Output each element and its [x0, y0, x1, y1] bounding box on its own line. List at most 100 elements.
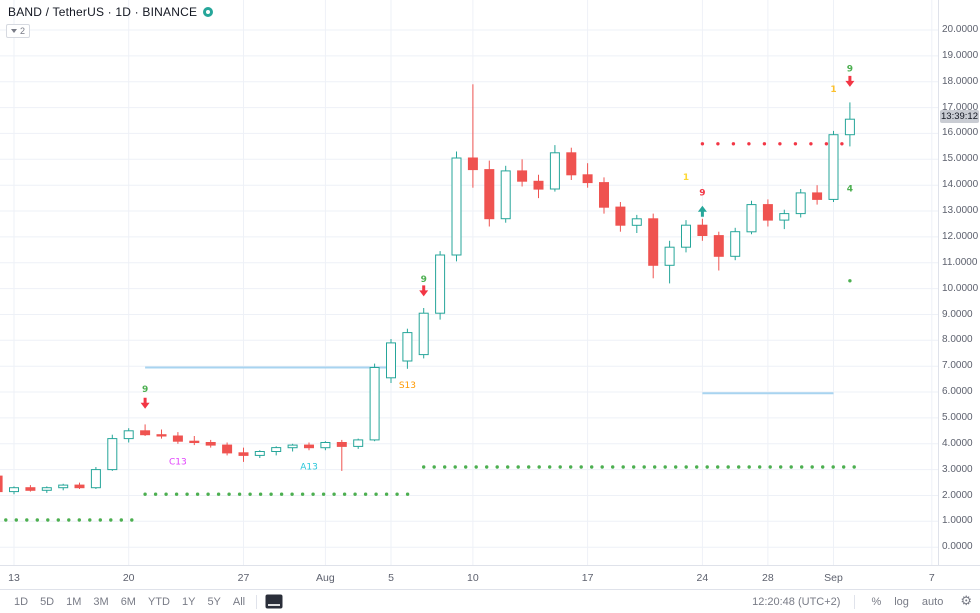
price-axis-label: 18.0000	[942, 75, 979, 87]
bottom-toolbar: 1D 5D 1M 3M 6M YTD 1Y 5Y All 12:20:48 (U…	[0, 589, 980, 613]
td-signal-dot	[621, 465, 625, 469]
candle-body	[74, 484, 85, 489]
range-button-1m[interactable]: 1M	[60, 595, 87, 609]
price-axis-label: 13.0000	[942, 205, 979, 216]
td-signal-dot	[35, 518, 39, 522]
td-signal-dot	[778, 142, 782, 146]
candle-body	[779, 213, 790, 221]
td-signal-dot	[842, 465, 846, 469]
td-signal-dot	[453, 465, 457, 469]
price-axis-label: 20.0000	[942, 24, 979, 35]
td-signal-dot	[443, 465, 447, 469]
td-signal-dot	[342, 492, 347, 496]
td-signal-dot	[684, 465, 688, 469]
td-sell-arrow-icon	[419, 285, 429, 297]
range-button-5y[interactable]: 5Y	[201, 595, 226, 609]
price-axis[interactable]: 13:39:12 20.0000 19.0000 18.0000 17.0000 16.…	[938, 0, 980, 565]
candle-body	[451, 157, 462, 256]
td-signal-dot	[363, 492, 368, 496]
percent-scale-button[interactable]: %	[871, 595, 882, 608]
range-button-1y[interactable]: 1Y	[176, 595, 201, 609]
price-axis-label: 9.0000	[942, 308, 973, 320]
td-signal-dot	[432, 465, 436, 469]
td-count-label: 9	[421, 275, 427, 285]
td-signal-dot	[848, 279, 852, 283]
td-signal-dot	[516, 465, 520, 469]
scale-controls-group: 12:20:48 (UTC+2) % log auto ⚙	[752, 594, 972, 609]
td-signal-dot	[762, 142, 767, 146]
candle-body	[9, 487, 19, 493]
candle-body	[762, 204, 773, 221]
candle-body	[123, 430, 134, 440]
candle-body	[41, 487, 52, 491]
range-button-6m[interactable]: 6M	[115, 595, 142, 609]
td-signal-dot	[831, 465, 835, 469]
candle-body	[304, 444, 314, 449]
td-signal-dot	[737, 465, 741, 469]
td-signal-dot	[800, 465, 804, 469]
clock[interactable]: 12:20:48 (UTC+2)	[752, 595, 841, 608]
auto-scale-button[interactable]: auto	[921, 595, 944, 608]
td-signal-dot	[46, 518, 50, 522]
candle-body	[664, 246, 675, 266]
settings-gear-icon[interactable]: ⚙	[960, 594, 972, 609]
time-axis-label: 5	[388, 572, 394, 584]
price-axis-label: 3.0000	[942, 463, 973, 475]
price-axis-label: 16.0000	[942, 127, 979, 139]
td-signal-dot	[611, 465, 615, 469]
chart-panel-icon[interactable]	[265, 594, 283, 609]
td-signal-dot	[758, 465, 762, 469]
candle-body	[795, 192, 806, 215]
td-signal-dot	[227, 492, 231, 496]
time-axis[interactable]: 13 20 27 Aug 5 10 17 24 28 Sep 7	[0, 565, 980, 589]
candle-body	[336, 442, 347, 447]
td-signal-dot	[485, 465, 489, 469]
candle-body	[320, 442, 331, 449]
candle-body	[189, 440, 200, 444]
candle-body	[0, 475, 3, 493]
td-signal-dot	[642, 465, 646, 469]
price-axis-label: 19.0000	[942, 49, 979, 61]
indicators-collapse-chip[interactable]: 2	[6, 24, 31, 38]
candle-body	[90, 469, 101, 489]
td-signal-dot	[195, 492, 200, 496]
td-signal-dot	[174, 492, 179, 496]
candle-body	[58, 484, 69, 489]
price-axis-label: 8.0000	[942, 334, 973, 346]
candle-body	[828, 134, 839, 200]
price-axis-label: 7.0000	[942, 360, 973, 372]
market-status-icon[interactable]	[203, 7, 214, 17]
indicators-count: 2	[20, 26, 26, 36]
td-signal-dot	[56, 518, 60, 522]
td-signal-dot	[321, 492, 326, 496]
td-signal-dot	[558, 465, 562, 469]
td-signal-dot	[164, 492, 168, 496]
candle-body	[582, 174, 593, 184]
td-signal-dot	[130, 518, 134, 522]
chart-plot-area[interactable]: 9 C13 A13 S13 9 1 9 1 9 4 BAND / TetherUS · 1D · …	[0, 0, 938, 565]
td-signal-dot	[506, 465, 510, 469]
td-signal-dot	[809, 142, 813, 146]
log-scale-button[interactable]: log	[894, 595, 909, 608]
symbol-legend[interactable]: BAND / TetherUS · 1D · BINANCE	[8, 5, 214, 19]
td-signal-dot	[705, 465, 709, 469]
candle-body	[402, 332, 413, 362]
td-signal-dot	[98, 518, 103, 522]
range-button-5d[interactable]: 5D	[34, 595, 60, 609]
range-button-1d[interactable]: 1D	[8, 595, 34, 609]
td-signal-dot	[300, 492, 305, 496]
candle-body	[615, 206, 626, 226]
candle-body	[697, 224, 708, 236]
td-count-label: S13	[399, 381, 416, 391]
td-signal-dot	[395, 492, 399, 496]
td-count-label: C13	[169, 457, 187, 467]
td-count-label: A13	[300, 463, 318, 473]
td-count-label: 1	[830, 85, 836, 95]
time-axis-label: 10	[467, 572, 479, 584]
symbol-title[interactable]: BAND / TetherUS · 1D · BINANCE	[8, 5, 198, 19]
range-button-all[interactable]: All	[227, 595, 251, 609]
candle-body	[730, 231, 741, 257]
range-button-ytd[interactable]: YTD	[142, 595, 176, 609]
range-button-3m[interactable]: 3M	[87, 595, 114, 609]
td-signal-dot	[716, 465, 720, 469]
